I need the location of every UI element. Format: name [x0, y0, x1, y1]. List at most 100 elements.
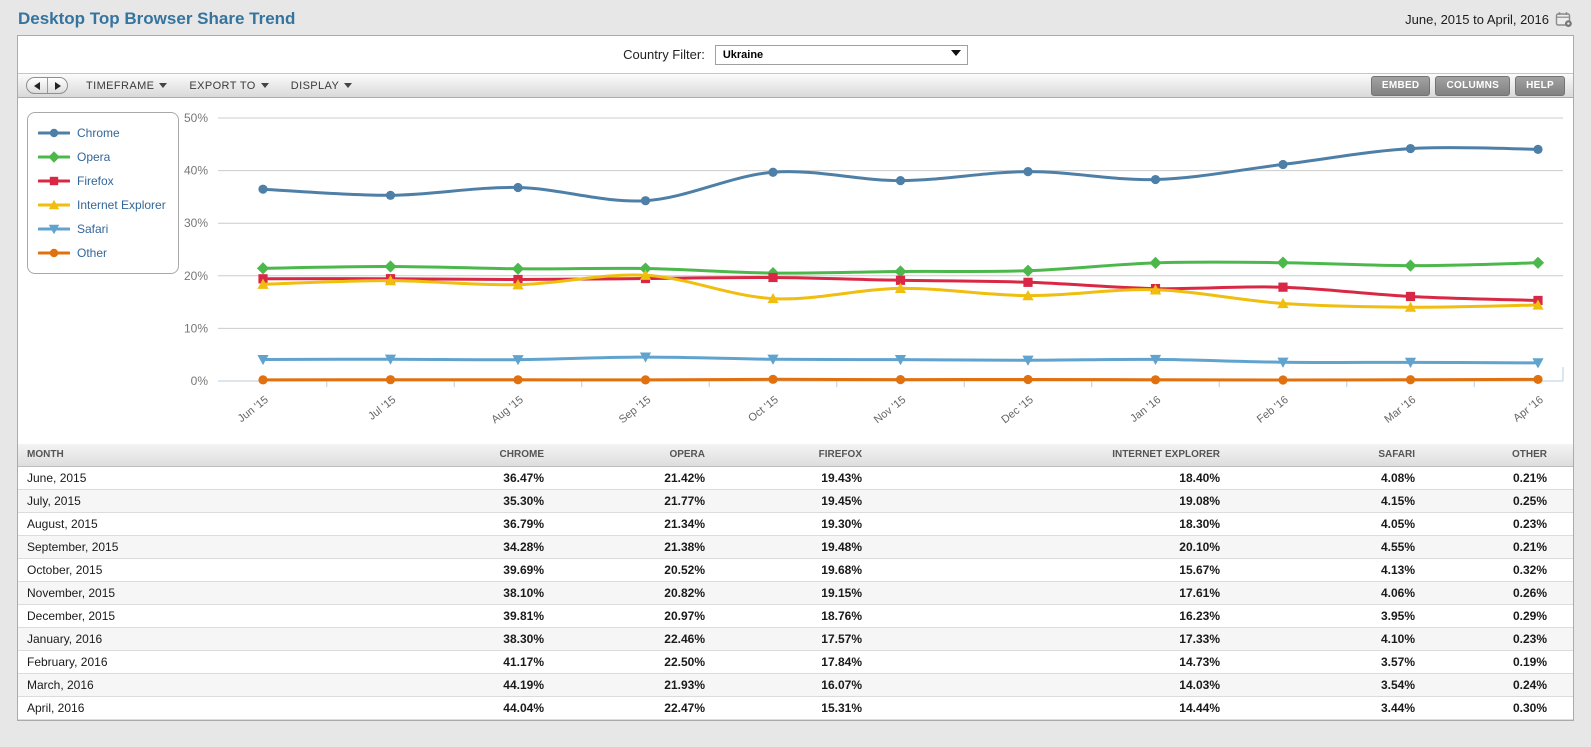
table-cell: 0.25% [1425, 489, 1573, 513]
dropdown-arrow-icon [950, 49, 961, 56]
table-cell: 0.21% [1425, 466, 1573, 490]
table-cell: 3.95% [1230, 604, 1425, 628]
data-point-marker [1022, 290, 1034, 301]
column-header-chrome: CHROME [394, 444, 554, 467]
table-cell: 20.52% [554, 558, 715, 582]
table-cell: 4.05% [1230, 512, 1425, 536]
table-row: July, 2015 35.30% 21.77% 19.45% 19.08% 4.15% 0… [18, 489, 1573, 513]
table-cell: 20.97% [554, 604, 715, 628]
table-cell: 16.07% [715, 673, 872, 697]
menu-timeframe[interactable]: TIMEFRAME [86, 80, 168, 92]
data-point-marker [768, 167, 778, 177]
table-cell: 19.48% [715, 535, 872, 559]
country-filter-label: Country Filter: [623, 47, 705, 62]
chart: 0% 10% 20% 30% 40% 50% Jun '15 Jul '15 Aug '15 Se… [18, 98, 1573, 444]
legend-label: Other [77, 246, 108, 260]
legend-item-firefox: Firefox [38, 169, 166, 193]
table-cell: 39.81% [394, 604, 554, 628]
chevron-down-icon [344, 83, 353, 88]
data-point-marker [385, 375, 396, 385]
data-point-marker [49, 248, 59, 258]
table-cell: 39.69% [394, 558, 554, 582]
legend-label: Chrome [77, 126, 120, 140]
columns-button[interactable]: COLUMNS [1435, 75, 1511, 96]
data-point-marker [894, 355, 907, 366]
data-point-marker [1149, 284, 1162, 295]
column-header-month: MONTH [18, 444, 394, 467]
data-point-marker [1021, 264, 1035, 277]
calendar-icon[interactable] [1555, 11, 1573, 28]
data-point-marker [895, 375, 906, 385]
y-axis-label: 30% [184, 216, 208, 230]
embed-button[interactable]: EMBED [1370, 75, 1431, 96]
data-point-marker [640, 375, 651, 385]
y-axis-label: 0% [191, 374, 209, 388]
data-point-marker [1278, 282, 1288, 292]
table-cell: 4.13% [1230, 558, 1425, 582]
column-header-other: OTHER [1425, 444, 1573, 467]
safari-marker-icon [38, 224, 70, 235]
next-button[interactable] [47, 78, 67, 93]
table-cell: 17.33% [872, 627, 1230, 651]
table-cell: 19.30% [715, 512, 872, 536]
table-cell: 21.34% [554, 512, 715, 536]
x-axis-label: Sep '15 [617, 394, 654, 426]
column-header-opera: OPERA [554, 444, 715, 467]
y-axis-label: 10% [184, 321, 208, 335]
data-point-marker [1277, 357, 1289, 368]
table-cell: August, 2015 [18, 512, 394, 536]
menu-label: EXPORT TO [189, 79, 256, 92]
table-cell: 16.23% [872, 604, 1230, 628]
data-point-marker [1278, 159, 1288, 170]
table-cell: 14.03% [872, 673, 1230, 697]
table-row: June, 2015 36.47% 21.42% 19.43% 18.40% 4.08% 0… [18, 466, 1573, 490]
country-filter-row: Country Filter: Ukraine [18, 36, 1573, 73]
table-cell: September, 2015 [18, 535, 394, 559]
prev-button[interactable] [27, 78, 47, 93]
table-cell: 19.68% [715, 558, 872, 582]
data-point-marker [767, 354, 779, 365]
help-button[interactable]: HELP [1515, 75, 1565, 96]
legend-label: Firefox [77, 174, 114, 188]
title-bar: Desktop Top Browser Share Trend June, 20… [0, 0, 1591, 35]
table-cell: 0.23% [1425, 627, 1573, 651]
table-row: January, 2016 38.30% 22.46% 17.57% 17.33% 4.1… [18, 627, 1573, 651]
menu-display[interactable]: DISPLAY [291, 80, 353, 92]
x-axis-label: Aug '15 [489, 394, 526, 426]
table-row: September, 2015 34.28% 21.38% 19.48% 20.10% 4… [18, 535, 1573, 559]
data-point-marker [1278, 375, 1288, 385]
date-range-control: June, 2015 to April, 2016 [1405, 11, 1573, 28]
table-cell: 34.28% [394, 535, 554, 559]
series-chrome [258, 143, 1543, 206]
table-row: December, 2015 39.81% 20.97% 18.76% 16.23% 3.… [18, 604, 1573, 628]
series-line [261, 146, 1540, 203]
y-axis-label: 40% [184, 164, 208, 178]
table-cell: 0.23% [1425, 512, 1573, 536]
data-point-marker [639, 352, 652, 363]
menu-export-to[interactable]: EXPORT TO [189, 79, 269, 92]
x-axis-label: Oct '15 [746, 394, 781, 425]
column-header-safari: SAFARI [1230, 444, 1425, 467]
data-point-marker [1150, 375, 1161, 385]
table-cell: 4.55% [1230, 535, 1425, 559]
country-filter-select[interactable]: Ukraine [714, 44, 968, 65]
data-point-marker [1149, 354, 1162, 366]
x-axis-label: Feb '16 [1255, 394, 1291, 426]
table-cell: 15.31% [715, 696, 872, 720]
table-cell: 18.30% [872, 512, 1230, 536]
x-axis-label: Apr '16 [1511, 394, 1546, 425]
data-point-marker [895, 175, 906, 186]
table-row: October, 2015 39.69% 20.52% 19.68% 15.67% 4.1… [18, 558, 1573, 582]
data-point-marker [1022, 355, 1034, 366]
table-cell: 0.24% [1425, 673, 1573, 697]
series-internet-explorer [257, 269, 1544, 312]
page-title: Desktop Top Browser Share Trend [18, 9, 296, 28]
legend-label: Safari [77, 222, 109, 236]
data-point-marker [768, 374, 778, 384]
data-point-marker [1532, 358, 1544, 369]
table-cell: June, 2015 [18, 466, 394, 490]
table-cell: 18.40% [872, 466, 1230, 490]
data-point-marker [48, 151, 60, 163]
data-point-marker [1532, 299, 1544, 310]
table-row: March, 2016 44.19% 21.93% 16.07% 14.03% 3.54%… [18, 673, 1573, 697]
